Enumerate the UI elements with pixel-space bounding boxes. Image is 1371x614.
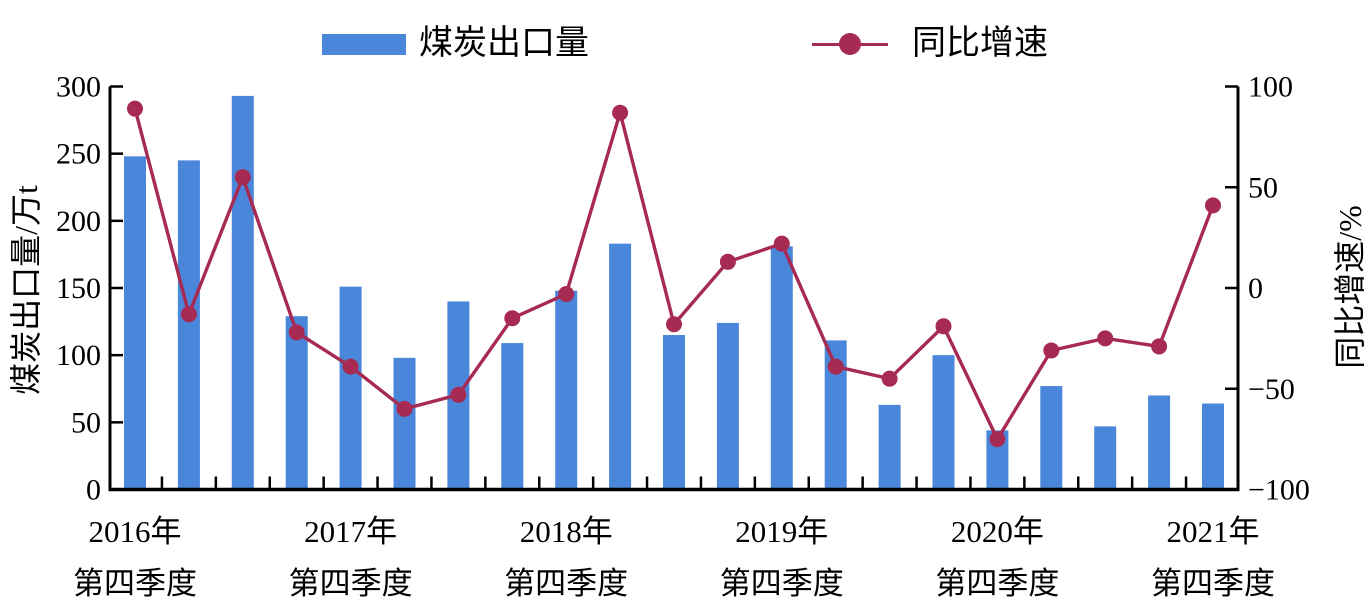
legend-dot-icon: [839, 33, 861, 55]
x-axis-label-2019q4: 2019年 第四季度: [719, 514, 844, 601]
export-volume-bar: [716, 322, 739, 490]
export-volume-bar: [393, 357, 416, 490]
export-volume-bar: [177, 160, 200, 490]
x-axis-label-2017q4: 2017年 第四季度: [288, 514, 413, 601]
growth-rate-marker: [827, 358, 844, 375]
export-volume-bar: [609, 243, 632, 490]
left-y-tick-label: 250: [56, 138, 101, 171]
growth-rate-marker: [127, 100, 143, 117]
legend-label-coal-exports: 煤炭出口量: [419, 25, 589, 62]
left-y-tick-label: 150: [56, 272, 101, 305]
export-volume-bar: [501, 343, 524, 490]
left-y-tick-label: 300: [56, 71, 101, 104]
growth-rate-marker: [666, 316, 682, 333]
export-volume-bar: [285, 316, 308, 490]
left-y-axis-title: 煤炭出口量/万t: [8, 185, 44, 395]
growth-rate-marker: [1097, 330, 1114, 347]
growth-rate-marker: [558, 286, 575, 303]
growth-rate-marker: [612, 104, 629, 121]
export-volume-bar: [231, 95, 254, 490]
growth-rate-marker: [450, 386, 467, 403]
right-y-axis-title: 同比增速/%: [1332, 205, 1368, 369]
legend-label-growth-rate: 同比增速: [912, 25, 1048, 62]
growth-rate-marker: [1151, 338, 1168, 355]
growth-rate-marker: [719, 253, 736, 270]
growth-rate-marker: [180, 306, 197, 323]
export-volume-bar: [1202, 403, 1224, 490]
growth-rate-marker: [234, 169, 251, 186]
legend-item-coal-exports: 煤炭出口量: [322, 25, 589, 62]
export-volume-bar: [1094, 426, 1117, 490]
export-volume-bar: [1040, 386, 1063, 490]
export-volume-bar: [932, 355, 955, 490]
left-y-tick-label: 100: [56, 339, 101, 372]
export-volume-bar: [663, 335, 685, 490]
right-y-tick-label: 0: [1248, 272, 1263, 305]
growth-rate-marker: [881, 370, 898, 387]
growth-rate-marker: [504, 310, 521, 327]
x-axis-label-2021q4: 2021年 第四季度: [1151, 514, 1275, 601]
right-y-tick-label: −100: [1248, 474, 1310, 507]
growth-rate-marker: [396, 400, 413, 417]
export-volume-bar: [986, 430, 1009, 490]
growth-rate-marker: [288, 324, 305, 341]
left-y-tick-label: 0: [86, 474, 101, 507]
export-volume-bar: [824, 340, 847, 490]
export-volume-bar: [878, 404, 901, 490]
growth-rate-marker: [342, 358, 359, 375]
line-legend-marker: [812, 33, 888, 55]
export-volume-bar: [124, 156, 146, 490]
x-axis-label-2020q4: 2020年 第四季度: [935, 514, 1060, 601]
growth-rate-marker: [773, 235, 790, 252]
x-axis-label-2016q4: 2016年 第四季度: [73, 514, 197, 601]
growth-rate-marker: [935, 318, 952, 335]
export-volume-bar: [770, 246, 793, 490]
left-y-tick-label: 200: [56, 205, 101, 238]
right-y-tick-label: 100: [1248, 71, 1293, 104]
export-volume-bar: [555, 290, 578, 490]
right-y-tick-label: −50: [1248, 373, 1295, 406]
legend-item-growth-rate: 同比增速: [812, 25, 1048, 62]
x-axis-label-2018q4: 2018年 第四季度: [504, 514, 629, 601]
left-y-tick-label: 50: [71, 406, 101, 439]
growth-rate-marker: [989, 431, 1006, 448]
export-volume-bar: [1148, 395, 1171, 490]
growth-rate-marker: [1043, 342, 1060, 359]
export-volume-bar: [339, 286, 362, 490]
right-y-tick-label: 50: [1248, 171, 1278, 204]
bar-legend-swatch: [322, 33, 406, 55]
growth-rate-marker: [1205, 197, 1221, 214]
